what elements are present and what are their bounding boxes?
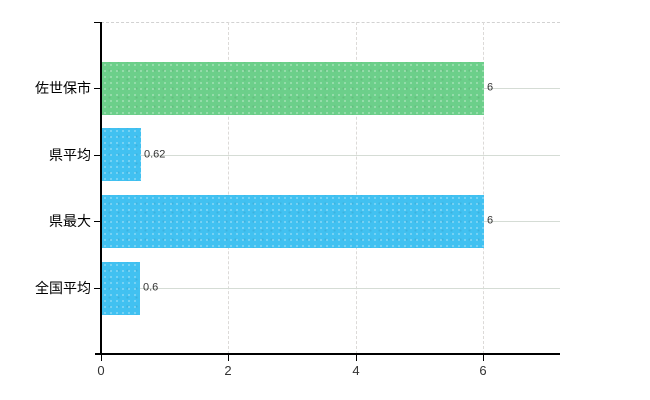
bar-全国平均	[102, 262, 140, 315]
category-label: 県最大	[49, 213, 91, 230]
bar-県最大	[102, 195, 484, 248]
category-tick	[94, 155, 101, 156]
x-tick-label: 4	[352, 363, 360, 378]
x-tick-label: 2	[224, 363, 232, 378]
value-gridline	[355, 22, 357, 354]
y-axis-line	[100, 22, 102, 355]
x-tick-label: 0	[97, 363, 105, 378]
category-label: 全国平均	[35, 280, 91, 296]
value-gridline	[483, 22, 484, 354]
plot-top-border	[101, 22, 560, 23]
x-axis-tick	[101, 355, 102, 361]
y-axis-top-tick	[94, 22, 101, 23]
value-gridline	[228, 22, 230, 354]
bar-value-label: 6	[487, 81, 494, 94]
category-gridline	[101, 288, 560, 289]
category-gridline	[101, 155, 560, 156]
category-tick	[94, 288, 101, 289]
bar-県平均	[102, 128, 141, 181]
x-axis-line	[95, 353, 560, 355]
x-tick-label: 6	[479, 363, 487, 378]
bar-value-label: 6	[487, 214, 494, 227]
category-label: 県平均	[49, 146, 91, 163]
category-tick	[94, 88, 101, 89]
category-tick	[94, 221, 101, 222]
x-axis-tick	[356, 355, 357, 361]
category-label: 佐世保市	[35, 80, 91, 96]
bar-佐世保市	[102, 62, 484, 115]
bar-value-label: 0.6	[143, 281, 159, 294]
bar-value-label: 0.62	[144, 148, 166, 161]
x-axis-tick	[483, 355, 484, 361]
x-axis-tick	[228, 355, 229, 361]
